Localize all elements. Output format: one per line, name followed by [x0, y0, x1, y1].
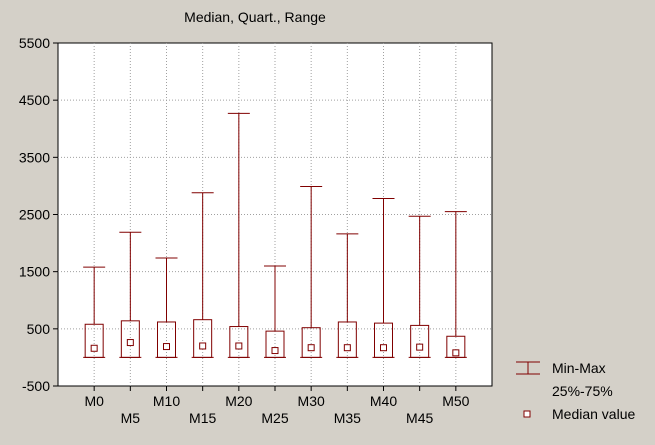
median-marker [235, 342, 243, 350]
y-tick-label: -500 [22, 378, 50, 394]
box-group [83, 266, 106, 358]
median-marker [307, 344, 315, 352]
quartile-box [84, 323, 104, 358]
legend-item-quartiles: 25%-75% [552, 383, 613, 399]
legend-label-median: Median value [552, 406, 635, 422]
legend-item-median: Median value [523, 406, 635, 422]
quartile-box [374, 322, 393, 358]
box-group [264, 265, 286, 358]
x-tick-label: M30 [298, 393, 325, 409]
y-tick-label: 5500 [19, 35, 50, 51]
x-tick-label: M35 [334, 410, 361, 426]
x-tick-label: M40 [370, 393, 397, 409]
y-tick-label: 1500 [19, 264, 50, 280]
legend: Min-Max 25%-75% Median value [516, 360, 635, 422]
median-marker [163, 343, 170, 351]
quartile-box [301, 327, 321, 358]
x-tick-label: M25 [261, 410, 288, 426]
median-marker [199, 342, 207, 350]
y-axis-ticks: -500 500 1500 2500 3500 4500 5500 [19, 35, 58, 394]
quartile-box [265, 330, 285, 358]
y-tick-label: 500 [27, 321, 51, 337]
box-group [336, 233, 359, 358]
median-marker [126, 339, 134, 347]
quartile-box [410, 324, 430, 358]
legend-item-min-max: Min-Max [516, 360, 606, 376]
box-group [227, 112, 250, 358]
x-tick-label: M45 [406, 410, 433, 426]
median-marker [343, 344, 351, 352]
quartile-box [229, 326, 249, 358]
quartile-box [120, 320, 140, 358]
quartile-box [193, 319, 213, 358]
legend-label-min-max: Min-Max [552, 360, 606, 376]
box-group [408, 215, 431, 358]
x-tick-label: M50 [442, 393, 469, 409]
data-marks [83, 112, 467, 358]
box-group [155, 257, 178, 358]
median-marker [416, 343, 424, 351]
legend-label-quartiles: 25%-75% [552, 383, 613, 399]
x-tick-label: M15 [189, 410, 216, 426]
box-group [372, 197, 395, 358]
x-axis-ticks: M0 M5 M10 M15 M20 M25 M30 M35 M40 M45 M50 [84, 386, 470, 426]
box-group [444, 211, 467, 358]
median-marker [90, 344, 98, 352]
median-marker [380, 344, 387, 352]
box-group [191, 192, 214, 358]
quartile-box [446, 335, 466, 358]
y-tick-label: 2500 [19, 207, 50, 223]
y-tick-label: 4500 [19, 92, 50, 108]
box-group [300, 185, 323, 358]
median-marker [271, 347, 279, 355]
x-tick-label: M20 [225, 393, 252, 409]
quartile-box [337, 321, 357, 358]
chart-title: Median, Quart., Range [184, 9, 326, 25]
x-tick-label: M5 [121, 410, 141, 426]
y-tick-label: 3500 [19, 149, 50, 165]
x-tick-label: M10 [153, 393, 180, 409]
x-tick-label: M0 [84, 393, 104, 409]
box-group [119, 231, 142, 358]
median-marker [452, 349, 460, 357]
quartile-box [157, 321, 176, 358]
legend-median-marker [523, 410, 531, 418]
